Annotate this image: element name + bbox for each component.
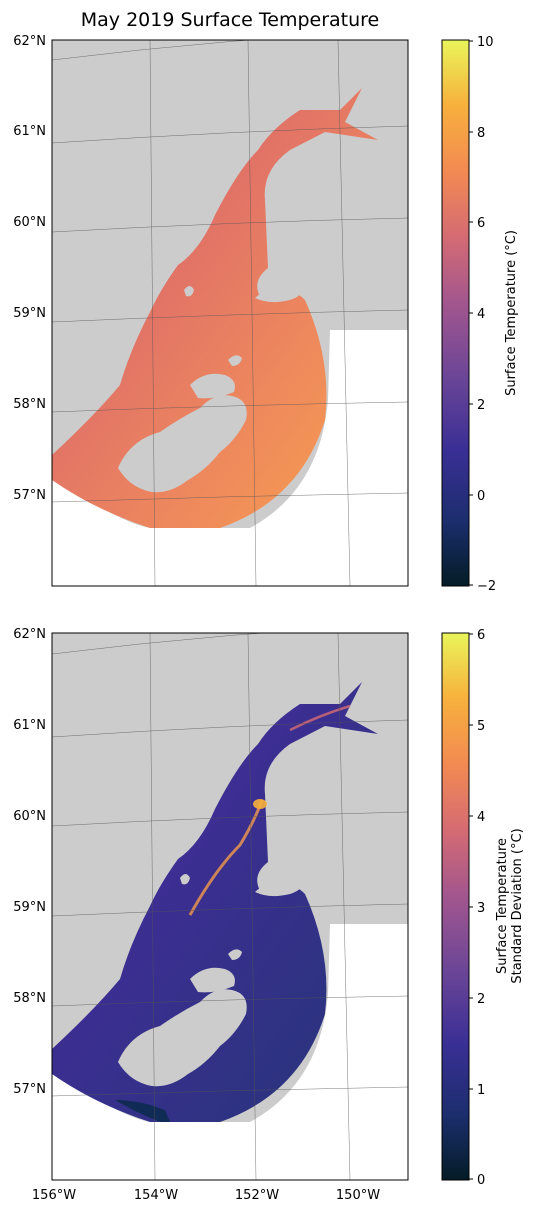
- lat-axis-bottom: 62°N 61°N 60°N 59°N 58°N 57°N: [13, 627, 46, 1097]
- colorbar-label-line1: Surface Temperature: [495, 838, 510, 974]
- std-temperature-field: [52, 682, 378, 1122]
- colorbar-gradient: [441, 39, 470, 587]
- lat-tick: 59°N: [13, 900, 46, 915]
- mean-temperature-field: [52, 88, 378, 528]
- kenai-peninsula-tip: [255, 879, 302, 897]
- lat-axis-top: 62°N 61°N 60°N 59°N 58°N 57°N: [13, 34, 46, 503]
- figure-title: May 2019 Surface Temperature: [81, 9, 380, 31]
- colorbar-tick: 2: [477, 398, 485, 413]
- lat-tick: 61°N: [13, 124, 46, 139]
- high-std-streak: [289, 704, 351, 732]
- lat-tick: 58°N: [13, 397, 46, 412]
- map-frame: [51, 39, 409, 587]
- colorbar-std: 6 5 4 3 2 1 0 Surface Temperature Standa…: [441, 628, 525, 1188]
- lat-tick: 57°N: [13, 1082, 46, 1097]
- barren-islands: [228, 949, 242, 960]
- colorbar-tick: −2: [477, 579, 496, 594]
- colorbar-tick: 1: [477, 1083, 485, 1098]
- lon-tick: 150°W: [336, 1188, 380, 1203]
- open-ocean-area: [52, 330, 408, 586]
- colorbar-tick: 8: [477, 126, 485, 141]
- colorbar-tick: 3: [477, 901, 485, 916]
- lat-tick: 62°N: [13, 34, 46, 49]
- lat-tick: 60°N: [13, 809, 46, 824]
- colorbar-tick: 6: [477, 216, 485, 231]
- lat-tick: 57°N: [13, 488, 46, 503]
- colorbar-tick: 6: [477, 628, 485, 643]
- lat-tick: 60°N: [13, 215, 46, 230]
- open-ocean-area: [52, 924, 408, 1180]
- lat-tick: 62°N: [13, 627, 46, 642]
- kodiak-island: [118, 395, 247, 493]
- map-frame: [51, 632, 409, 1181]
- colorbar-ticks: 6 5 4 3 2 1 0: [469, 628, 485, 1188]
- afognak-island: [190, 967, 235, 993]
- colorbar-label: Surface Temperature (°C): [504, 230, 519, 396]
- lon-tick: 154°W: [134, 1188, 178, 1203]
- colorbar-gradient: [441, 632, 470, 1181]
- low-std-patch: [115, 1100, 170, 1122]
- std-temperature-map: 62°N 61°N 60°N 59°N 58°N 57°N 156°W 154°…: [13, 627, 409, 1203]
- colorbar-tick: 4: [477, 307, 485, 322]
- colorbar-tick: 2: [477, 992, 485, 1007]
- colorbar-tick: 0: [477, 1173, 485, 1188]
- graticule: [52, 40, 408, 586]
- mean-temperature-map: 62°N 61°N 60°N 59°N 58°N 57°N: [13, 34, 409, 587]
- lon-tick: 156°W: [32, 1188, 76, 1203]
- lat-tick: 58°N: [13, 991, 46, 1006]
- lon-axis: 156°W 154°W 152°W 150°W: [32, 1188, 380, 1203]
- lon-tick: 152°W: [235, 1188, 279, 1203]
- kenai-peninsula-tip: [255, 285, 302, 303]
- lat-tick: 61°N: [13, 718, 46, 733]
- high-std-streak: [188, 799, 264, 916]
- kodiak-island: [118, 989, 247, 1087]
- colorbar-tick: 5: [477, 719, 485, 734]
- high-std-hotspot: [253, 799, 267, 809]
- lat-tick: 59°N: [13, 306, 46, 321]
- afognak-island: [190, 373, 235, 399]
- colorbar-tick: 10: [477, 35, 494, 50]
- colorbar-ticks: 10 8 6 4 2 0 −2: [469, 35, 496, 594]
- barren-islands: [228, 355, 242, 366]
- graticule: [52, 633, 408, 1180]
- colorbar-tick: 4: [477, 810, 485, 825]
- colorbar-label-line2: Standard Deviation (°C): [510, 828, 525, 983]
- kalgin-island: [180, 874, 190, 885]
- colorbar-mean: 10 8 6 4 2 0 −2 Surface Temperature (°C): [441, 35, 519, 594]
- kalgin-island: [184, 286, 194, 297]
- colorbar-tick: 0: [477, 489, 485, 504]
